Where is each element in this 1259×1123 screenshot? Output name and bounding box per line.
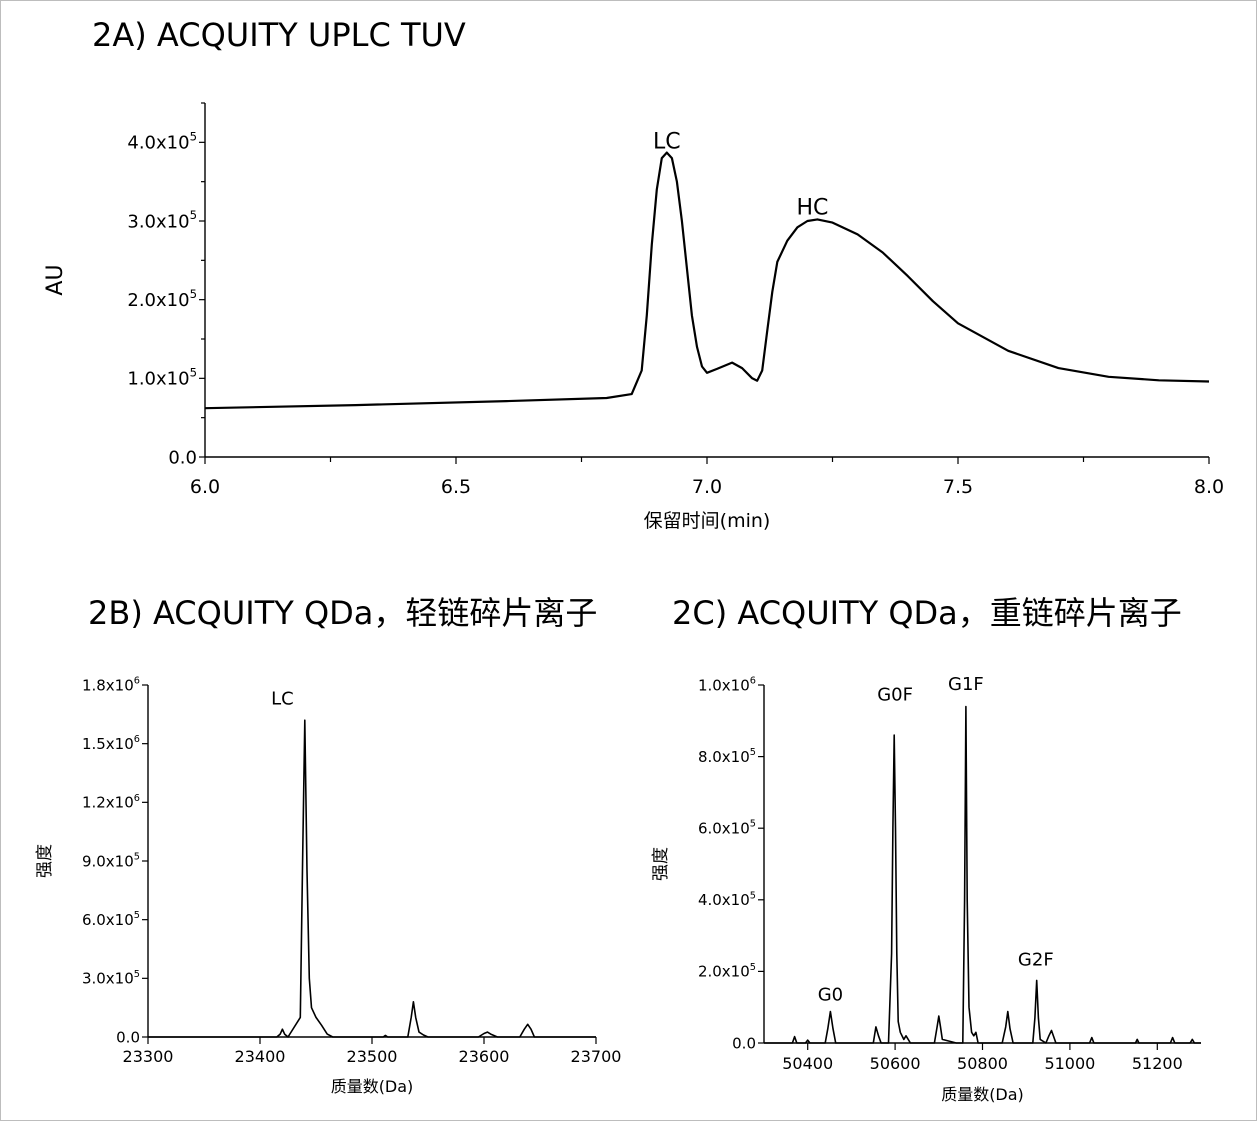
peak-label-g0f: G0F bbox=[877, 685, 913, 706]
y-axis-title: 强度 bbox=[35, 844, 55, 878]
y-tick-mantissa: 6.0x10 bbox=[82, 911, 134, 929]
y-tick-mantissa: 2.0x10 bbox=[698, 963, 750, 981]
y-tick-label: 0.0 bbox=[732, 1034, 756, 1052]
y-tick-label: 1.5x106 bbox=[82, 734, 140, 753]
y-tick-label: 8.0x105 bbox=[698, 747, 756, 766]
y-tick-exponent: 6 bbox=[750, 676, 756, 687]
y-tick-label: 0.0 bbox=[116, 1028, 140, 1046]
y-tick-mantissa: 9.0x10 bbox=[82, 852, 134, 870]
y-tick-exponent: 5 bbox=[750, 962, 756, 973]
y-tick-exponent: 5 bbox=[190, 130, 197, 144]
y-tick-exponent: 6 bbox=[134, 793, 140, 804]
x-tick-label: 7.0 bbox=[692, 476, 722, 498]
y-tick-label: 2.0x105 bbox=[127, 287, 197, 311]
y-tick-exponent: 6 bbox=[134, 676, 140, 687]
y-tick-exponent: 5 bbox=[134, 969, 140, 980]
y-tick-exponent: 5 bbox=[190, 208, 197, 222]
y-tick-label: 6.0x105 bbox=[82, 910, 140, 929]
x-tick-label: 23500 bbox=[347, 1047, 398, 1066]
y-tick-label: 6.0x105 bbox=[698, 819, 756, 838]
x-tick-label: 23400 bbox=[235, 1047, 286, 1066]
y-tick-exponent: 5 bbox=[134, 852, 140, 863]
y-tick-mantissa: 3.0x10 bbox=[127, 211, 189, 232]
panel-a-title: 2A) ACQUITY UPLC TUV bbox=[92, 16, 466, 54]
spectrum-trace bbox=[204, 151, 1210, 410]
y-tick-label: 3.0x105 bbox=[82, 969, 140, 988]
y-tick-mantissa: 0.0 bbox=[168, 447, 197, 468]
y-tick-exponent: 5 bbox=[190, 287, 197, 301]
spectrum-trace bbox=[148, 719, 596, 1038]
y-tick-exponent: 5 bbox=[190, 366, 197, 380]
spectrum-trace bbox=[764, 705, 1201, 1044]
peak-label-g2f: G2F bbox=[1018, 950, 1054, 971]
y-tick-label: 3.0x105 bbox=[127, 208, 197, 232]
peak-label-g0: G0 bbox=[818, 984, 843, 1005]
x-tick-label: 23300 bbox=[123, 1047, 174, 1066]
x-tick-label: 8.0 bbox=[1194, 476, 1224, 498]
x-tick-label: 50600 bbox=[870, 1054, 921, 1073]
y-tick-label: 9.0x105 bbox=[82, 852, 140, 871]
y-tick-label: 1.8x106 bbox=[82, 676, 140, 695]
y-tick-mantissa: 1.0x10 bbox=[127, 369, 189, 390]
x-axis-title: 保留时间(min) bbox=[644, 510, 771, 532]
y-tick-mantissa: 2.0x10 bbox=[127, 290, 189, 311]
y-tick-label: 2.0x105 bbox=[698, 962, 756, 981]
y-tick-exponent: 5 bbox=[750, 890, 756, 901]
x-tick-label: 51000 bbox=[1044, 1054, 1095, 1073]
chart-c: 0.02.0x1054.0x1056.0x1058.0x1051.0x10650… bbox=[651, 674, 1201, 1104]
y-tick-label: 0.0 bbox=[168, 447, 197, 468]
x-tick-label: 6.5 bbox=[441, 476, 471, 498]
x-tick-label: 6.0 bbox=[190, 476, 220, 498]
chart-b: 0.03.0x1056.0x1059.0x1051.2x1061.5x1061.… bbox=[35, 676, 621, 1097]
x-tick-label: 50800 bbox=[957, 1054, 1008, 1073]
y-tick-label: 1.2x106 bbox=[82, 793, 140, 812]
y-tick-mantissa: 1.0x10 bbox=[698, 676, 750, 694]
y-tick-mantissa: 4.0x10 bbox=[127, 133, 189, 154]
y-tick-label: 1.0x106 bbox=[698, 676, 756, 695]
x-tick-label: 23700 bbox=[571, 1047, 622, 1066]
panel-c-title: 2C) ACQUITY QDa，重链碎片离子 bbox=[672, 594, 1182, 632]
y-tick-mantissa: 1.2x10 bbox=[82, 794, 134, 812]
x-axis-title: 质量数(Da) bbox=[941, 1085, 1024, 1104]
y-tick-mantissa: 0.0 bbox=[116, 1028, 140, 1046]
y-tick-mantissa: 1.5x10 bbox=[82, 735, 134, 753]
y-tick-mantissa: 6.0x10 bbox=[698, 819, 750, 837]
x-tick-label: 23600 bbox=[459, 1047, 510, 1066]
x-tick-label: 51200 bbox=[1132, 1054, 1183, 1073]
peak-label-lc: LC bbox=[271, 688, 294, 709]
y-tick-mantissa: 8.0x10 bbox=[698, 748, 750, 766]
y-tick-exponent: 5 bbox=[134, 910, 140, 921]
x-tick-label: 7.5 bbox=[943, 476, 973, 498]
panel-b-title: 2B) ACQUITY QDa，轻链碎片离子 bbox=[88, 594, 598, 632]
y-axis-title: AU bbox=[43, 264, 68, 295]
x-axis-title: 质量数(Da) bbox=[331, 1077, 414, 1096]
y-tick-mantissa: 3.0x10 bbox=[82, 970, 134, 988]
y-tick-exponent: 6 bbox=[134, 734, 140, 745]
y-tick-label: 1.0x105 bbox=[127, 366, 197, 390]
peak-label-lc: LC bbox=[653, 130, 681, 155]
peak-label-g1f: G1F bbox=[948, 674, 984, 695]
y-tick-label: 4.0x105 bbox=[698, 890, 756, 909]
peak-label-hc: HC bbox=[796, 196, 828, 221]
y-tick-mantissa: 1.8x10 bbox=[82, 676, 134, 694]
y-tick-mantissa: 0.0 bbox=[732, 1034, 756, 1052]
y-tick-mantissa: 4.0x10 bbox=[698, 891, 750, 909]
y-axis-title: 强度 bbox=[651, 847, 671, 881]
y-tick-label: 4.0x105 bbox=[127, 130, 197, 154]
x-tick-label: 50400 bbox=[782, 1054, 833, 1073]
y-tick-exponent: 5 bbox=[750, 819, 756, 830]
y-tick-exponent: 5 bbox=[750, 747, 756, 758]
